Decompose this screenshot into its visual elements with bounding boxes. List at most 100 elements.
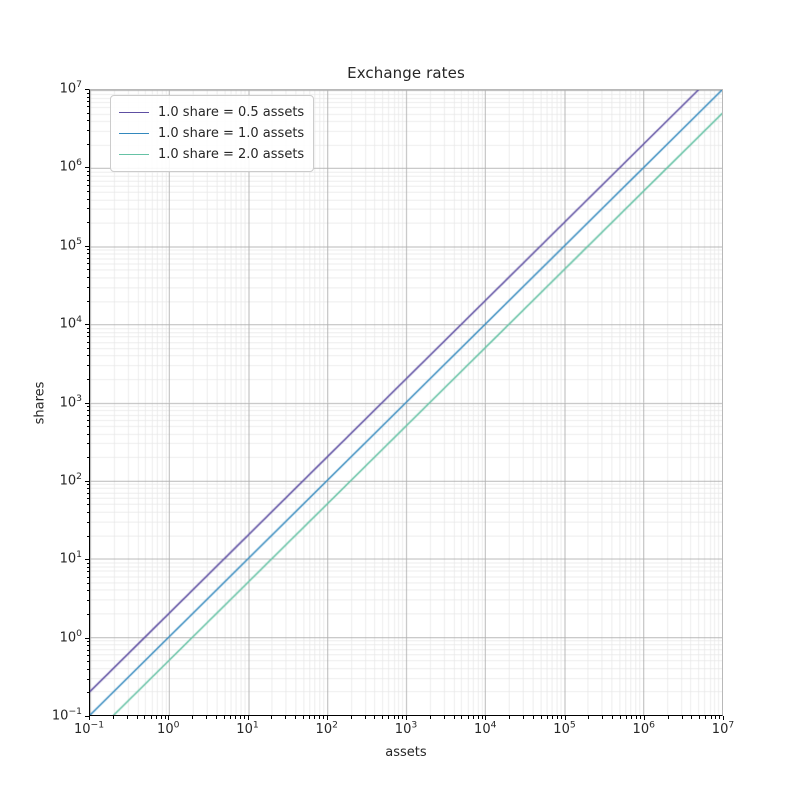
y-axis-minor-tick [86, 379, 89, 380]
x-axis-minor-tick [557, 716, 558, 719]
legend-item-label: 1.0 share = 2.0 assets [158, 147, 305, 162]
y-axis-minor-tick [86, 679, 89, 680]
x-tick-label: 106 [632, 719, 655, 737]
x-tick-label: 103 [394, 719, 418, 737]
y-axis-major-tick [85, 716, 89, 717]
y-axis-minor-tick [86, 336, 89, 337]
y-axis-minor-tick [86, 563, 89, 564]
x-axis-minor-tick [244, 716, 245, 719]
x-axis-minor-tick [468, 716, 469, 719]
legend-item[interactable]: 1.0 share = 0.5 assets [119, 102, 304, 123]
y-axis-minor-tick [86, 457, 89, 458]
x-axis-minor-tick [602, 716, 603, 719]
x-axis-minor-tick [478, 716, 479, 719]
y-axis-minor-tick [86, 522, 89, 523]
y-axis-minor-tick [86, 410, 89, 411]
legend-item-label: 1.0 share = 1.0 assets [158, 126, 305, 141]
y-axis-major-tick [85, 324, 89, 325]
chart-title: Exchange rates [347, 64, 465, 82]
x-axis-minor-tick [374, 716, 375, 719]
y-axis-minor-tick [86, 180, 89, 181]
x-axis-minor-tick [711, 716, 712, 719]
y-axis-minor-tick [86, 571, 89, 572]
x-tick-label: 101 [236, 719, 259, 737]
y-axis-major-tick [85, 559, 89, 560]
y-axis-major-tick [85, 89, 89, 90]
y-axis-minor-tick [86, 348, 89, 349]
y-axis-minor-tick [86, 263, 89, 264]
y-tick-label: 102 [59, 471, 82, 489]
y-axis-minor-tick [86, 222, 89, 223]
y-axis-minor-tick [86, 208, 89, 209]
x-axis-minor-tick [620, 716, 621, 719]
y-axis-minor-tick [86, 301, 89, 302]
x-axis-minor-tick [113, 716, 114, 719]
x-tick-label: 105 [553, 719, 576, 737]
y-tick-label: 101 [59, 549, 82, 567]
y-axis-label: shares [32, 381, 48, 424]
y-axis-minor-tick [86, 661, 89, 662]
y-axis-minor-tick [86, 93, 89, 94]
x-axis-minor-tick [402, 716, 403, 719]
y-axis-minor-tick [86, 692, 89, 693]
x-axis-minor-tick [165, 716, 166, 719]
y-axis-minor-tick [86, 583, 89, 584]
y-axis-minor-tick [86, 650, 89, 651]
x-axis-minor-tick [206, 716, 207, 719]
y-axis-minor-tick [86, 567, 89, 568]
x-axis-minor-tick [285, 716, 286, 719]
y-axis-major-tick [85, 246, 89, 247]
x-axis-minor-tick [295, 716, 296, 719]
chart-legend[interactable]: 1.0 share = 0.5 assets 1.0 share = 1.0 as… [110, 95, 315, 172]
legend-line-swatch [119, 112, 149, 113]
y-axis-minor-tick [86, 258, 89, 259]
x-axis-minor-tick [394, 716, 395, 719]
y-axis-minor-tick [86, 269, 89, 270]
y-axis-major-tick [85, 403, 89, 404]
legend-item[interactable]: 1.0 share = 1.0 assets [119, 123, 304, 144]
x-axis-minor-tick [626, 716, 627, 719]
x-axis-label: assets [385, 745, 427, 760]
x-tick-label: 102 [315, 719, 338, 737]
x-axis-minor-tick [454, 716, 455, 719]
x-axis-major-tick [327, 716, 328, 720]
x-axis-minor-tick [319, 716, 320, 719]
y-axis-major-tick [85, 167, 89, 168]
y-tick-label: 106 [59, 157, 82, 175]
x-axis-major-tick [89, 716, 90, 720]
y-axis-minor-tick [86, 504, 89, 505]
y-axis-minor-tick [86, 484, 89, 485]
x-axis-minor-tick [144, 716, 145, 719]
x-axis-minor-tick [314, 716, 315, 719]
x-axis-minor-tick [691, 716, 692, 719]
x-axis-minor-tick [365, 716, 366, 719]
y-axis-major-tick [85, 638, 89, 639]
legend-item[interactable]: 1.0 share = 2.0 assets [119, 144, 304, 165]
y-axis-minor-tick [86, 645, 89, 646]
x-axis-minor-tick [303, 716, 304, 719]
x-axis-minor-tick [216, 716, 217, 719]
y-tick-label: 104 [59, 314, 82, 332]
x-axis-minor-tick [523, 716, 524, 719]
x-axis-minor-tick [127, 716, 128, 719]
x-axis-minor-tick [192, 716, 193, 719]
x-axis-minor-tick [351, 716, 352, 719]
x-axis-major-tick [168, 716, 169, 720]
y-axis-minor-tick [86, 253, 89, 254]
x-axis-minor-tick [612, 716, 613, 719]
x-axis-minor-tick [533, 716, 534, 719]
x-axis-minor-tick [482, 716, 483, 719]
y-axis-minor-tick [86, 493, 89, 494]
x-axis-minor-tick [156, 716, 157, 719]
x-axis-major-tick [723, 716, 724, 720]
y-axis-minor-tick [86, 355, 89, 356]
y-axis-minor-tick [86, 614, 89, 615]
y-axis-minor-tick [86, 97, 89, 98]
y-axis-minor-tick [86, 277, 89, 278]
y-axis-minor-tick [86, 434, 89, 435]
y-axis-minor-tick [86, 175, 89, 176]
y-axis-minor-tick [86, 443, 89, 444]
x-axis-major-tick [485, 716, 486, 720]
x-axis-minor-tick [230, 716, 231, 719]
